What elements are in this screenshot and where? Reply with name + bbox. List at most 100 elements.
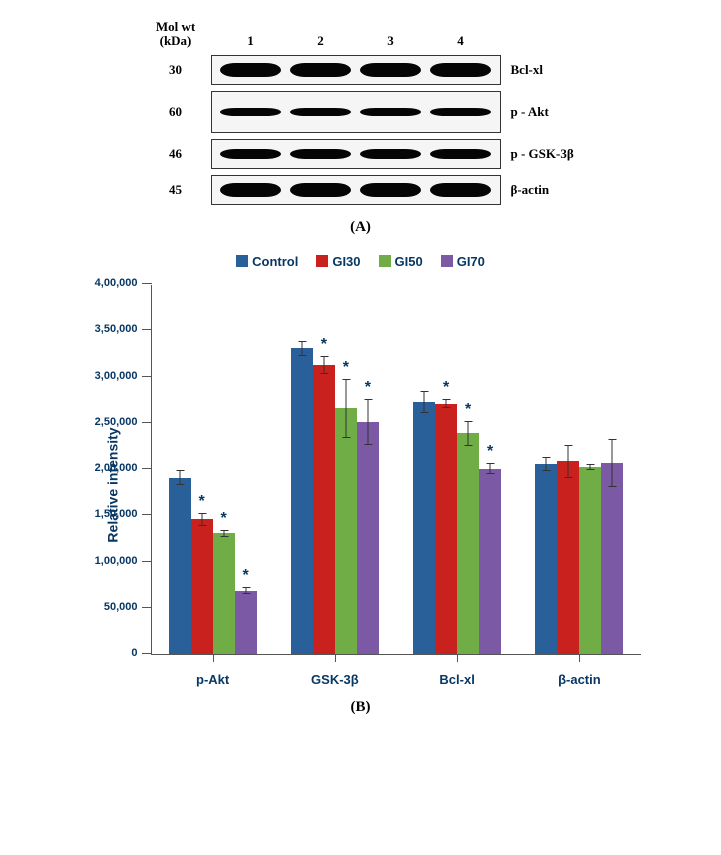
protein-label: p - GSK-3β [501,146,581,162]
band [360,63,422,77]
x-group-label: Bcl-xl [439,672,474,687]
significance-marker: * [243,567,249,585]
band [430,149,492,159]
molwt-header-text: Mol wt (kDa) [156,19,195,48]
y-tick [142,653,152,654]
lane-numbers: 1 2 3 4 [211,33,501,49]
blot-row: 46p - GSK-3β [141,139,581,169]
band [430,183,492,197]
y-tick [142,376,152,377]
y-tick [142,283,152,284]
error-bar [468,421,469,447]
legend-item: GI70 [441,254,485,269]
band [290,183,352,197]
bar: * [479,469,501,654]
plot-area: ***p-Akt***GSK-3β***Bcl-xlβ-actin [151,285,641,655]
error-bar [446,399,447,408]
band [290,63,352,77]
significance-marker: * [487,443,493,461]
bar-group: β-actin [518,285,640,654]
band [220,108,282,116]
x-group-label: GSK-3β [311,672,359,687]
error-bar [201,513,202,526]
y-tick [142,561,152,562]
bar [413,402,435,654]
bar: * [435,404,457,654]
legend-label: Control [252,254,298,269]
y-tick [142,514,152,515]
legend-label: GI70 [457,254,485,269]
legend: Control GI30 GI50 GI70 [30,254,691,269]
band [290,149,352,159]
error-bar [223,530,224,537]
error-bar [612,439,613,487]
legend-item: Control [236,254,298,269]
bar [169,478,191,654]
x-tick [335,654,336,662]
bar: * [357,422,379,653]
bar [291,348,313,653]
error-bar [323,356,324,375]
bar [601,463,623,654]
bar [579,467,601,654]
lane-number: 4 [426,33,496,49]
molwt-label: 45 [141,182,211,198]
legend-label: GI30 [332,254,360,269]
error-bar [546,457,547,472]
band [360,108,422,116]
bar: * [213,533,235,653]
blot-strip [211,55,501,85]
bar: * [457,433,479,653]
blot-strip [211,175,501,205]
panel-a-label: (A) [30,219,691,236]
blot-header: Mol wt (kDa) 1 2 3 4 [141,20,581,49]
legend-item: GI30 [316,254,360,269]
lane-number: 1 [216,33,286,49]
bar: * [191,519,213,653]
significance-marker: * [199,493,205,511]
y-axis-title: Relative intensity [104,427,120,542]
bar: * [313,365,335,654]
significance-marker: * [465,401,471,419]
bar [557,461,579,653]
panel-b-label: (B) [30,699,691,716]
error-bar [568,445,569,478]
significance-marker: * [221,510,227,528]
significance-marker: * [365,379,371,397]
significance-marker: * [321,336,327,354]
bar [535,464,557,654]
x-group-label: p-Akt [196,672,229,687]
band [290,108,352,116]
error-bar [590,464,591,470]
bar-group: ***Bcl-xl [396,285,518,654]
bar-group: ***GSK-3β [274,285,396,654]
blot-strip [211,91,501,133]
error-bar [490,463,491,474]
error-bar [245,587,246,594]
y-tick [142,329,152,330]
band [220,149,282,159]
blot-row: 30Bcl-xl [141,55,581,85]
x-tick [213,654,214,662]
legend-swatch [379,255,391,267]
error-bar [179,470,180,485]
significance-marker: * [343,359,349,377]
y-tick [142,422,152,423]
bar: * [335,408,357,653]
legend-swatch [441,255,453,267]
error-bar [345,379,346,438]
significance-marker: * [443,379,449,397]
lane-number: 3 [356,33,426,49]
molwt-header: Mol wt (kDa) [141,20,211,49]
legend-item: GI50 [379,254,423,269]
blot-row: 45 β-actin [141,175,581,205]
molwt-label: 60 [141,104,211,120]
band [360,149,422,159]
y-tick [142,468,152,469]
protein-label: β-actin [501,182,581,198]
bar-group: ***p-Akt [152,285,274,654]
protein-label: p - Akt [501,104,581,120]
x-group-label: β-actin [558,672,601,687]
legend-label: GI50 [395,254,423,269]
band [360,183,422,197]
